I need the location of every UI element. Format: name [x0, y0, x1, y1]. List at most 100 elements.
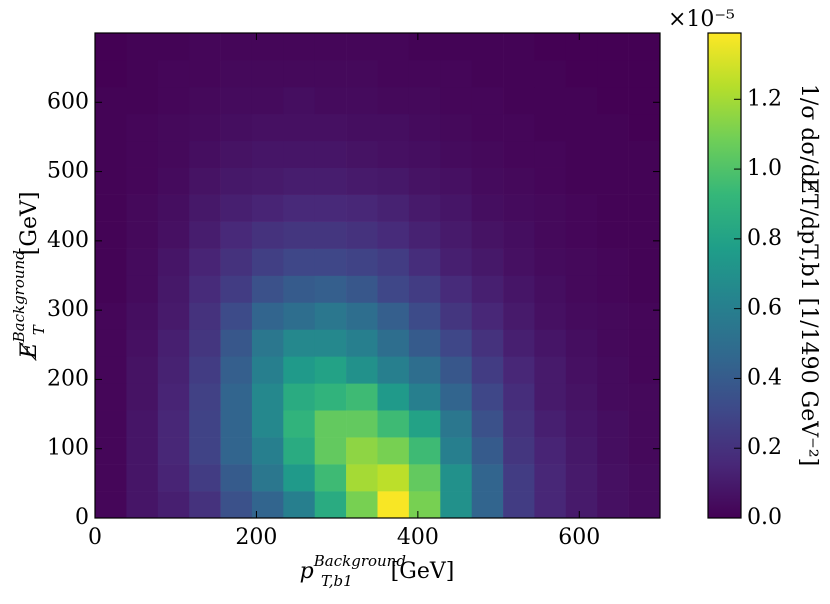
heatmap-cell	[220, 302, 253, 330]
heatmap-cell	[534, 167, 567, 195]
heatmap-cell	[471, 221, 504, 249]
heatmap-cell	[408, 437, 441, 465]
heatmap-cell	[283, 33, 316, 61]
x-axis-label: pBackground T,b1 [GeV]	[300, 552, 455, 590]
heatmap-cell	[534, 194, 567, 222]
heatmap-cell	[283, 275, 316, 303]
heatmap-cell	[597, 383, 629, 411]
heatmap-cell	[440, 221, 472, 249]
heatmap-cell	[220, 383, 253, 411]
heatmap-cell	[126, 113, 159, 142]
heatmap-cell	[597, 356, 629, 384]
colorbar-tick-label: 0.8	[747, 226, 782, 251]
heatmap-cell	[408, 113, 441, 142]
heatmap-cell	[126, 59, 159, 88]
heatmap-cell	[157, 437, 190, 465]
heatmap-cell	[157, 167, 190, 195]
heatmap-cell	[157, 302, 190, 330]
heatmap-cell	[377, 221, 410, 249]
heatmap-cell	[440, 437, 472, 465]
heatmap-cell	[377, 302, 410, 330]
heatmap-cell	[220, 86, 253, 115]
heatmap-cell	[126, 491, 159, 519]
heatmap-cell	[283, 356, 316, 384]
colorbar-tick-label: 0.6	[747, 296, 782, 321]
heatmap-cell	[251, 33, 284, 61]
heatmap-cell	[408, 59, 441, 88]
heatmap-cell	[408, 167, 441, 195]
heatmap-cell	[408, 86, 441, 115]
heatmap-cell	[503, 167, 535, 195]
heatmap-cell	[440, 275, 472, 303]
heatmap-cell	[471, 356, 504, 384]
heatmap-cell	[471, 491, 504, 519]
heatmap-cell	[377, 248, 410, 276]
heatmap-cell	[503, 410, 535, 438]
heatmap-cell	[534, 140, 567, 168]
heatmap-cell	[565, 356, 598, 384]
heatmap-cell	[471, 59, 504, 88]
heatmap-cell	[283, 437, 316, 465]
heatmap-cell	[189, 275, 221, 303]
heatmap-cell	[597, 140, 629, 168]
heatmap-cell	[534, 113, 567, 142]
heatmap-cell	[157, 329, 190, 357]
heatmap-cell	[534, 410, 567, 438]
heatmap-cell	[628, 491, 661, 519]
heatmap-cell	[314, 167, 347, 195]
heatmap-cell	[503, 491, 535, 519]
heatmap-cell	[377, 140, 410, 168]
heatmap-cell	[471, 167, 504, 195]
heatmap-cell	[126, 140, 159, 168]
heatmap-cell	[251, 113, 284, 142]
heatmap-cell	[346, 167, 378, 195]
heatmap-cell	[440, 194, 472, 222]
heatmap-cell	[157, 59, 190, 88]
heatmap-cell	[189, 491, 221, 519]
heatmap-cell	[251, 167, 284, 195]
heatmap-cell	[534, 437, 567, 465]
heatmap-cell	[565, 59, 598, 88]
heatmap-cell	[565, 194, 598, 222]
heatmap-cell	[126, 33, 159, 61]
heatmap-cell	[597, 221, 629, 249]
heatmap-cell	[157, 356, 190, 384]
heatmap-cell	[503, 59, 535, 88]
heatmap-cell	[534, 491, 567, 519]
heatmap-cell	[283, 329, 316, 357]
heatmap-cell	[346, 59, 378, 88]
heatmap-cell	[126, 410, 159, 438]
heatmap-cell	[126, 194, 159, 222]
heatmap-cell	[471, 194, 504, 222]
heatmap-cell	[565, 221, 598, 249]
heatmap-cell	[377, 383, 410, 411]
heatmap-cell	[314, 437, 347, 465]
colorbar-tick-label: 1.0	[747, 156, 782, 181]
heatmap-cell	[408, 302, 441, 330]
heatmap-cell	[628, 59, 661, 88]
heatmap-cell	[157, 194, 190, 222]
heatmap-cell	[314, 302, 347, 330]
heatmap-cell	[95, 491, 127, 519]
heatmap-cell	[503, 329, 535, 357]
heatmap-cell	[126, 86, 159, 115]
heatmap-cell	[534, 302, 567, 330]
colorbar-tick-label: 0.0	[747, 505, 782, 530]
heatmap-cell	[597, 491, 629, 519]
heatmap-cell	[408, 410, 441, 438]
heatmap-cell	[314, 383, 347, 411]
heatmap-cell	[597, 410, 629, 438]
heatmap-cell	[377, 86, 410, 115]
heatmap-cell	[377, 275, 410, 303]
heatmap-cell	[220, 410, 253, 438]
heatmap-cell	[377, 167, 410, 195]
heatmap-cell	[503, 437, 535, 465]
x-tick-label: 0	[88, 525, 102, 550]
heatmap-cell	[565, 113, 598, 142]
heatmap-cell	[314, 356, 347, 384]
heatmap-cell	[95, 113, 127, 142]
heatmap-cell	[95, 302, 127, 330]
heatmap-cell	[157, 248, 190, 276]
heatmap-cell	[597, 302, 629, 330]
heatmap-cell	[314, 86, 347, 115]
